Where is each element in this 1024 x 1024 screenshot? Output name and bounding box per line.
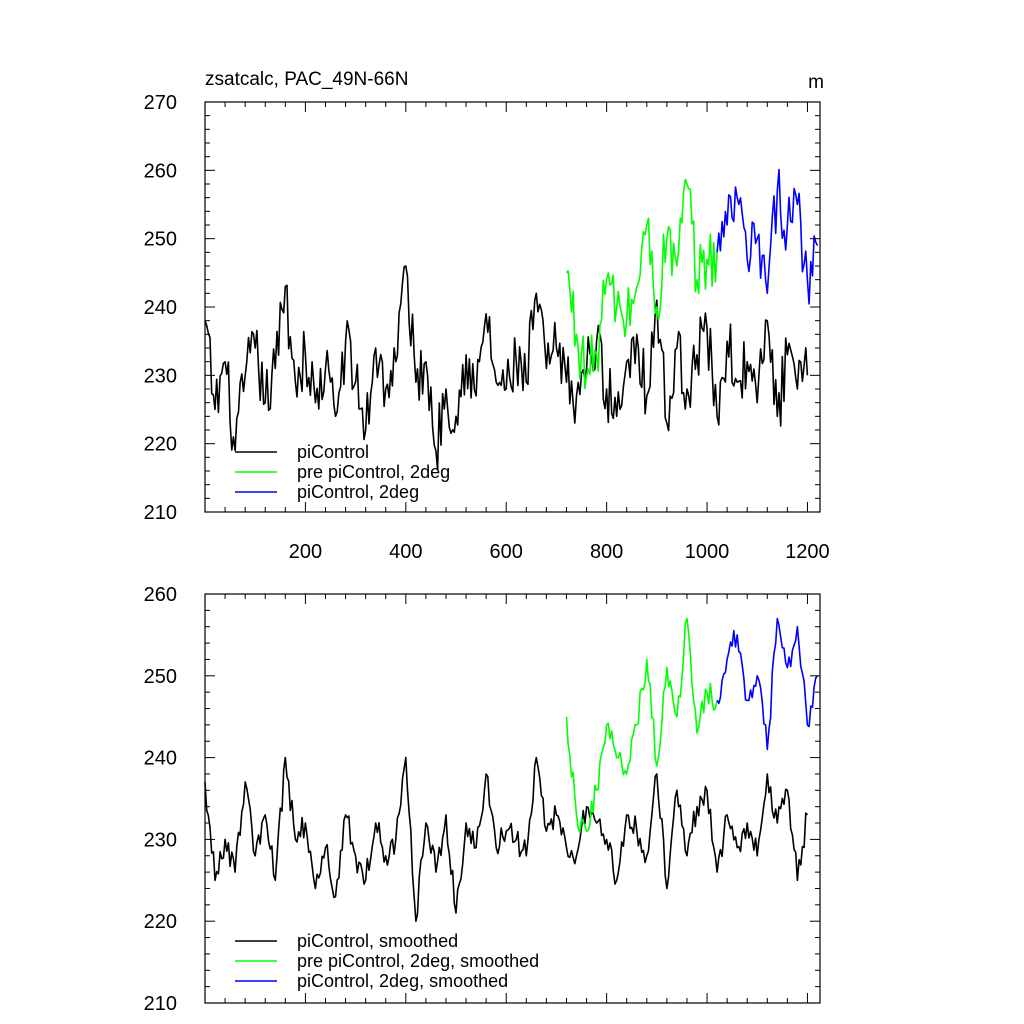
- legend-label: piControl: [297, 442, 369, 462]
- x-tick-label: 800: [590, 541, 623, 563]
- y-tick-label: 260: [144, 160, 177, 182]
- y-tick-label: 220: [144, 911, 177, 933]
- y-tick-label: 230: [144, 829, 177, 851]
- legend-label: piControl, smoothed: [297, 931, 458, 951]
- units-label: m: [808, 72, 824, 93]
- y-tick-label: 210: [144, 502, 177, 524]
- series-line-2: [565, 178, 718, 390]
- y-tick-label: 220: [144, 434, 177, 456]
- chart-title: zsatcalc, PAC_49N-66N: [205, 69, 408, 90]
- series-line-3: [716, 168, 819, 305]
- series-line-1: [204, 265, 809, 471]
- plot-frame: [204, 593, 821, 1004]
- x-tick-label: 400: [389, 541, 422, 563]
- y-tick-label: 250: [144, 666, 177, 688]
- y-tick-label: 230: [144, 365, 177, 387]
- x-tick-label: 200: [289, 541, 322, 563]
- series-line-2: [565, 617, 718, 834]
- bottom-panel: 210 220 230 240 250 260 piControl, smoothedpre…: [144, 584, 821, 1015]
- y-tick-label: 260: [144, 584, 177, 606]
- legend-label: piControl, 2deg: [297, 482, 419, 502]
- legend-label: piControl, 2deg, smoothed: [297, 971, 508, 991]
- series-line-3: [716, 617, 819, 751]
- y-tick-label: 270: [144, 92, 177, 114]
- x-tick-label: 600: [490, 541, 523, 563]
- y-tick-label: 240: [144, 748, 177, 770]
- top-panel: 210 220 230 240 250 260 270 200 400 600 800 1000 120…: [144, 69, 830, 563]
- y-tick-label: 250: [144, 229, 177, 251]
- legend-label: pre piControl, 2deg: [297, 462, 450, 482]
- legend-label: pre piControl, 2deg, smoothed: [297, 951, 539, 971]
- series-line-1: [204, 756, 809, 922]
- y-tick-label: 210: [144, 993, 177, 1015]
- x-tick-label: 1000: [685, 541, 730, 563]
- x-tick-label: 1200: [785, 541, 830, 563]
- y-tick-label: 240: [144, 297, 177, 319]
